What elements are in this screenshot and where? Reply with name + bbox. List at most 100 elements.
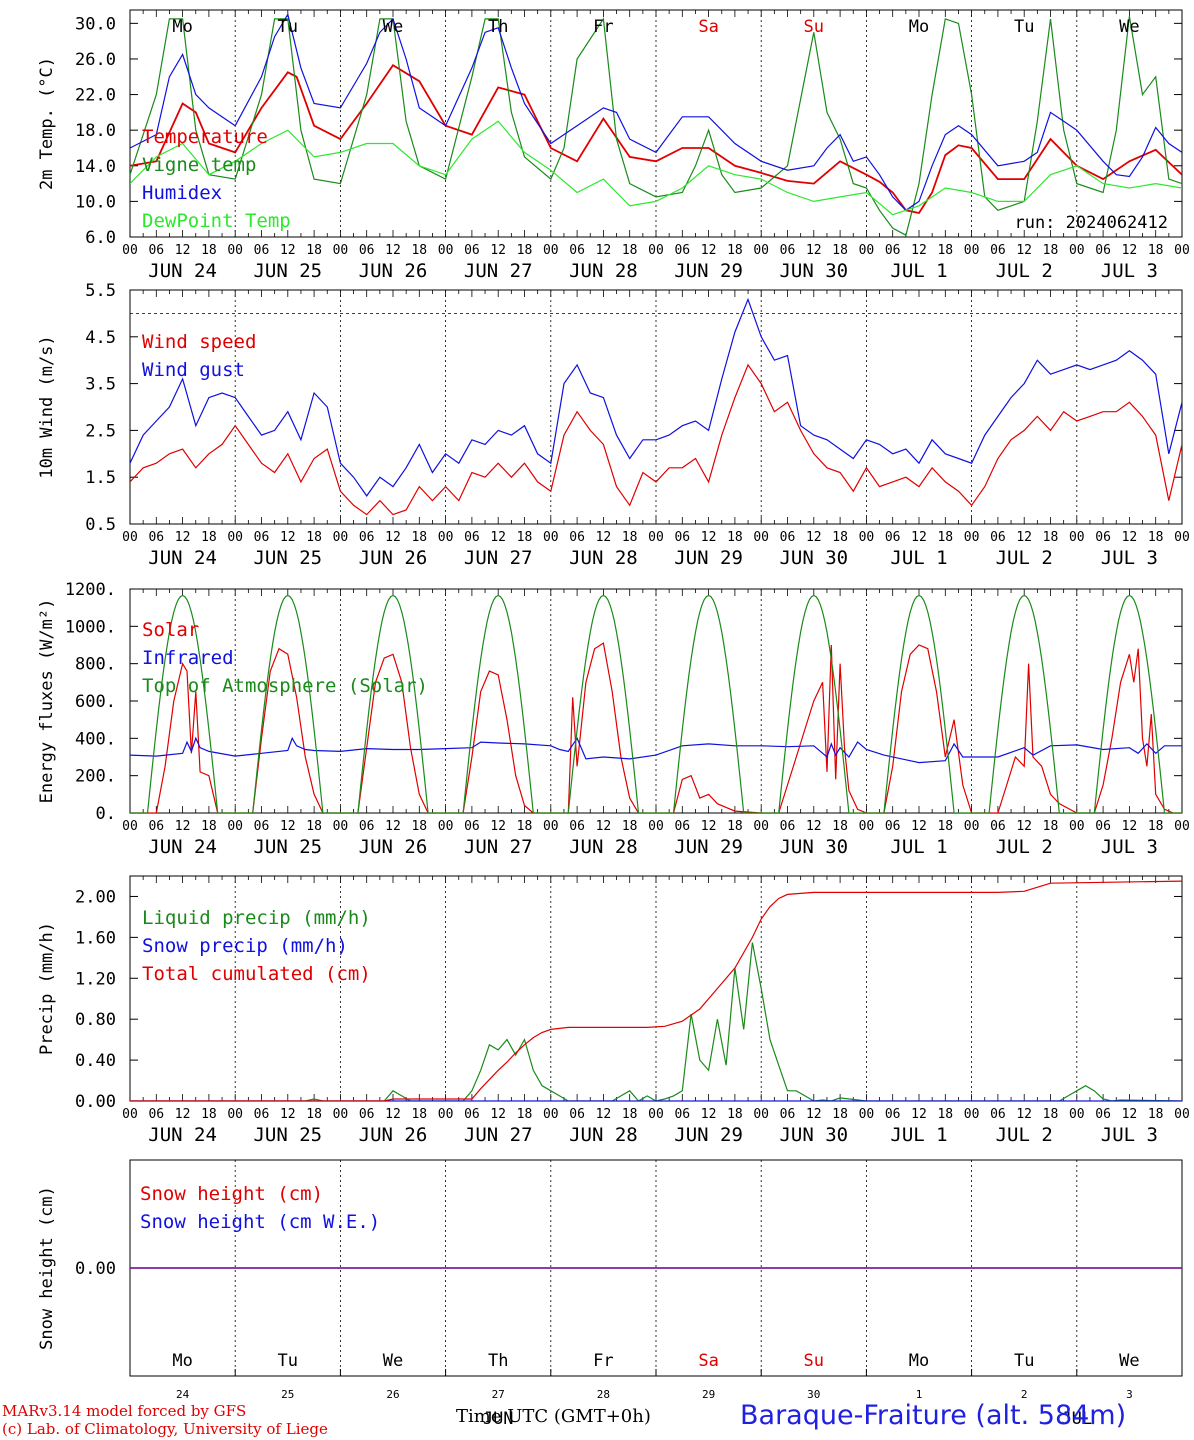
hour-tick-label: 00 [122, 243, 138, 258]
hour-tick-label: 12 [701, 530, 717, 545]
hour-tick-label: 12 [596, 1107, 612, 1122]
hour-tick-label: 06 [359, 243, 375, 258]
y-tick-label: 200. [75, 767, 116, 787]
plot-frame [129, 9, 1183, 238]
weekday-label: Mo [172, 17, 192, 37]
legend-entry: Temperature [142, 126, 268, 148]
series-line-3 [130, 12, 1182, 212]
hour-tick-label: 12 [1016, 530, 1032, 545]
hour-tick-label: 12 [280, 819, 296, 834]
hour-tick-label: 12 [806, 819, 822, 834]
hour-tick-label: 06 [780, 1107, 796, 1122]
hour-tick-label: 18 [727, 530, 743, 545]
day-number: 3 [1126, 1388, 1133, 1401]
hour-tick-label: 06 [780, 819, 796, 834]
hour-tick-label: 06 [359, 819, 375, 834]
hour-tick-label: 06 [885, 530, 901, 545]
hour-tick-label: 06 [464, 1107, 480, 1122]
date-label: JUN 28 [569, 547, 638, 569]
y-axis-label: Energy fluxes (W/m²) [37, 599, 57, 804]
hour-tick-label: 18 [201, 1107, 217, 1122]
hour-tick-label: 18 [1148, 530, 1164, 545]
hour-tick-label: 06 [359, 530, 375, 545]
date-label: JUN 29 [674, 1124, 743, 1146]
hour-tick-label: 18 [201, 819, 217, 834]
date-label: JUN 28 [569, 1124, 638, 1146]
date-label: JUL 2 [996, 260, 1053, 282]
hour-tick-label: 00 [1069, 243, 1085, 258]
y-tick-label: 4.5 [85, 328, 116, 348]
weekday-label: Sa [698, 17, 718, 37]
day-number: 30 [807, 1388, 820, 1401]
hour-tick-label: 12 [490, 819, 506, 834]
hour-tick-label: 00 [753, 530, 769, 545]
hour-tick-label: 06 [674, 243, 690, 258]
hour-tick-label: 00 [333, 1107, 349, 1122]
y-tick-label: 10.0 [75, 192, 116, 212]
hour-tick-label: 00 [753, 819, 769, 834]
hour-tick-label: 06 [1095, 819, 1111, 834]
hour-tick-label: 18 [622, 819, 638, 834]
y-tick-label: 0.00 [75, 1259, 116, 1279]
hour-tick-label: 18 [306, 819, 322, 834]
date-label: JUN 29 [674, 547, 743, 569]
date-label: JUN 28 [569, 260, 638, 282]
date-label: JUN 24 [148, 547, 217, 569]
hour-tick-label: 12 [280, 530, 296, 545]
series-line-2 [130, 297, 1182, 497]
day-number: 24 [176, 1388, 190, 1401]
legend-entry: Vigne temp [142, 154, 256, 176]
y-tick-label: 1.5 [85, 468, 116, 488]
hour-tick-label: 18 [937, 819, 953, 834]
hour-tick-label: 00 [1069, 530, 1085, 545]
hour-tick-label: 00 [648, 530, 664, 545]
hour-tick-label: 18 [411, 530, 427, 545]
y-tick-label: 1.60 [75, 928, 116, 948]
hour-tick-label: 00 [648, 243, 664, 258]
hour-tick-label: 18 [1043, 530, 1059, 545]
series-line-1 [130, 363, 1182, 516]
hour-tick-label: 18 [727, 243, 743, 258]
hour-tick-label: 06 [148, 819, 164, 834]
run-annotation: run: 2024062412 [1014, 213, 1168, 233]
hour-tick-label: 00 [859, 530, 875, 545]
y-tick-label: 18.0 [75, 121, 116, 141]
hour-tick-label: 00 [964, 1107, 980, 1122]
weekday-label: Tu [1014, 17, 1034, 37]
weekday-label: Tu [1014, 1351, 1034, 1371]
hour-tick-label: 18 [832, 243, 848, 258]
day-number: 1 [916, 1388, 923, 1401]
hour-tick-label: 18 [517, 1107, 533, 1122]
date-label: JUN 27 [464, 836, 533, 858]
hour-tick-label: 00 [648, 819, 664, 834]
hour-tick-label: 00 [227, 819, 243, 834]
legend-entry: Wind gust [142, 359, 245, 381]
date-label: JUN 29 [674, 836, 743, 858]
hour-tick-label: 06 [148, 530, 164, 545]
date-label: JUN 25 [253, 836, 322, 858]
series-line-2 [130, 16, 1182, 237]
date-label: JUN 27 [464, 547, 533, 569]
hour-tick-label: 06 [990, 1107, 1006, 1122]
hour-tick-label: 18 [201, 530, 217, 545]
date-label: JUL 1 [890, 547, 947, 569]
month-label: JUL [1061, 1409, 1092, 1429]
hour-tick-label: 18 [411, 243, 427, 258]
date-label: JUL 3 [1101, 836, 1158, 858]
hour-tick-label: 00 [753, 1107, 769, 1122]
y-tick-label: 0.80 [75, 1010, 116, 1030]
y-tick-label: 800. [75, 655, 116, 675]
date-label: JUN 25 [253, 260, 322, 282]
y-tick-label: 0.00 [75, 1092, 116, 1112]
legend-entry: Humidex [142, 182, 222, 204]
date-label: JUL 3 [1101, 1124, 1158, 1146]
hour-tick-label: 00 [122, 1107, 138, 1122]
series-line-3 [130, 880, 1182, 1101]
hour-tick-label: 00 [333, 243, 349, 258]
hour-tick-label: 06 [569, 530, 585, 545]
y-tick-label: 2.5 [85, 421, 116, 441]
day-number: 29 [702, 1388, 715, 1401]
weekday-label: Su [804, 1351, 824, 1371]
hour-tick-label: 00 [859, 1107, 875, 1122]
hour-tick-label: 00 [964, 530, 980, 545]
